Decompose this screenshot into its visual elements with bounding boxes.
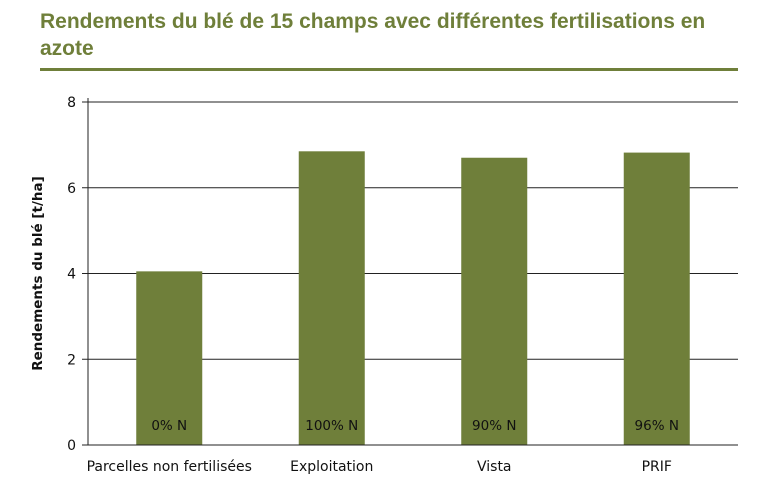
category-label: Parcelles non fertilisées	[87, 459, 252, 475]
bar	[461, 157, 528, 446]
bar-label: 0% N	[151, 418, 187, 434]
category-label: Exploitation	[290, 459, 373, 475]
category-label: Vista	[477, 459, 512, 475]
y-ticks: 0 2 4 6 8	[67, 95, 88, 454]
y-tick-label: 6	[67, 181, 76, 197]
title-underline	[40, 68, 738, 71]
bar-label: 90% N	[472, 418, 516, 434]
bar-label: 96% N	[635, 418, 679, 434]
y-tick-label: 4	[67, 267, 76, 283]
bar-label: 100% N	[305, 418, 358, 434]
bar	[623, 152, 690, 445]
y-axis-label: Rendements du blé [t/ha]	[30, 176, 46, 371]
bar	[298, 151, 365, 445]
category-labels: Parcelles non fertilisées Exploitation Vis…	[87, 459, 672, 475]
bar	[136, 271, 203, 445]
category-label: PRIF	[642, 459, 672, 475]
bar-inner-labels: 0% N 100% N 90% N 96% N	[151, 418, 679, 434]
y-tick-label: 2	[67, 352, 76, 368]
y-tick-label: 0	[67, 438, 76, 454]
bars	[136, 151, 690, 446]
chart-title: Rendements du blé de 15 champs avec diff…	[40, 10, 706, 60]
y-tick-label: 8	[67, 95, 76, 111]
